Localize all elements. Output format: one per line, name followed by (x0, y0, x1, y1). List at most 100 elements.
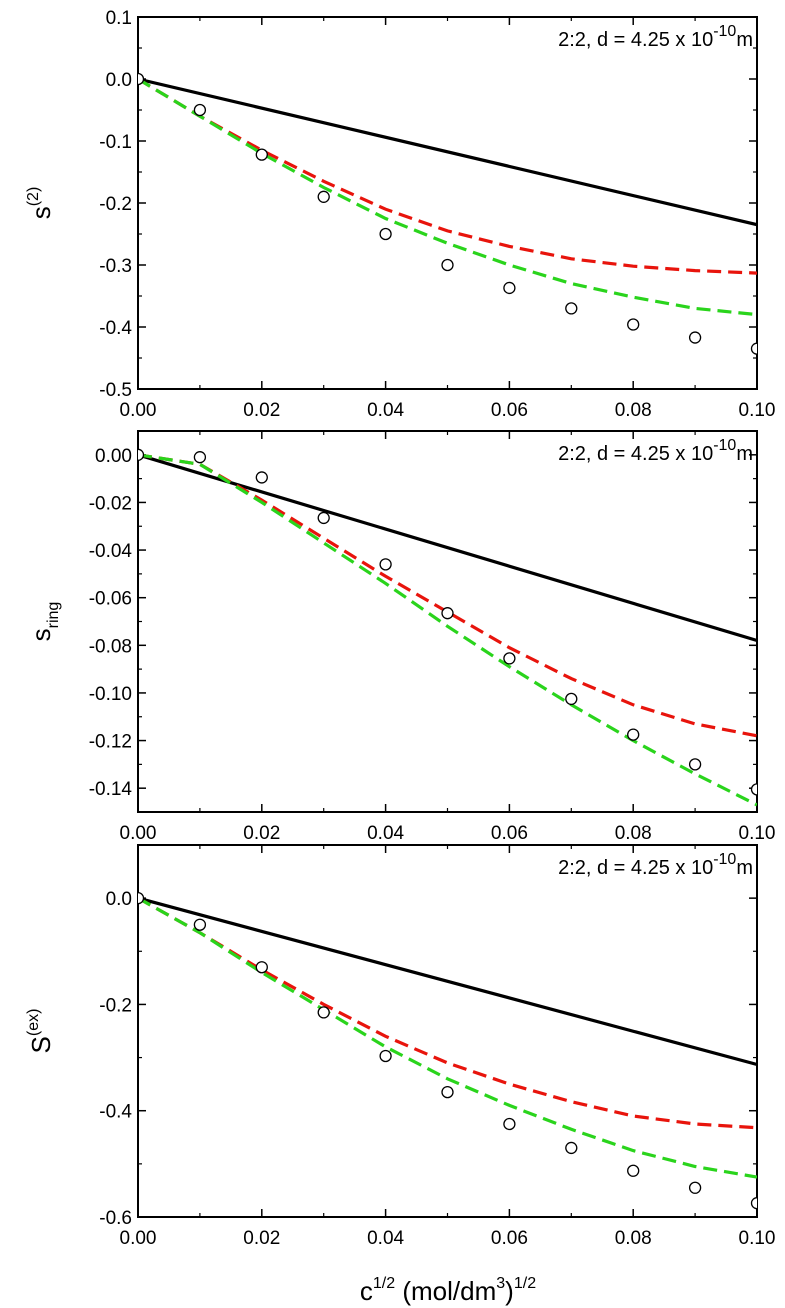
y-tick-label: -0.5 (99, 380, 132, 401)
plot-frame (137, 844, 758, 1218)
panel-annotation: 2:2, d = 4.25 x 10-10m (558, 851, 753, 879)
y-tick-label: -0.6 (99, 1208, 132, 1229)
series-group (138, 448, 757, 807)
data-point (441, 1085, 454, 1099)
y-tick-label: -0.02 (89, 493, 132, 514)
y-tick-label: 0.0 (106, 889, 132, 910)
data-point (503, 1117, 516, 1131)
data-point (750, 783, 757, 796)
x-tick-label: 0.08 (615, 1228, 652, 1249)
data-point (565, 1141, 578, 1155)
data-point (627, 728, 640, 741)
data-point (193, 918, 207, 931)
series-line-solid (138, 77, 757, 227)
data-point (750, 342, 757, 355)
data-point (441, 258, 454, 272)
y-tick-label: -0.4 (99, 1102, 132, 1123)
x-tick-label: 0.08 (615, 400, 652, 421)
data-point (503, 652, 516, 665)
y-tick-label: -0.4 (99, 318, 132, 339)
data-point (255, 148, 268, 161)
y-tick-label: -0.3 (99, 256, 132, 277)
y-tick-label: -0.10 (89, 684, 132, 705)
data-point (441, 607, 454, 620)
x-tick-label: 0.10 (739, 823, 776, 844)
series-line-solid (138, 896, 757, 1067)
chart-panel-3: 0.00 0.02 0.04 0.06 0.08 0.10 -0.6 -0.4 -0.2 0.0 2… (25, 844, 776, 1249)
y-tick-label: -0.04 (89, 541, 133, 562)
series-line-dashed-1 (138, 77, 757, 275)
panel-annotation: 2:2, d = 4.25 x 10-10m (558, 23, 753, 51)
x-tick-label: 0.08 (615, 823, 652, 844)
data-point (503, 281, 516, 295)
y-axis-label: S(ex) (25, 1009, 56, 1054)
x-tick-label: 0.06 (491, 823, 528, 844)
series-line-dashed-1 (138, 453, 757, 738)
y-tick-label: 0.0 (106, 70, 132, 91)
y-tick-label: -0.14 (89, 779, 133, 800)
x-axis-label-mid: (mol/dm (395, 1276, 496, 1306)
data-point (379, 1049, 392, 1063)
y-axis-label: sring (26, 602, 62, 642)
x-tick-label: 0.04 (367, 823, 404, 844)
data-point (565, 692, 578, 706)
y-tick-label: 0.00 (95, 446, 132, 467)
data-point (255, 471, 268, 484)
series-group (138, 72, 757, 355)
chart-panel-1: 0.00 0.02 0.04 0.06 0.08 0.10 -0.5 -0.4 -0.3 -0.2… (25, 8, 775, 421)
data-point (688, 758, 702, 771)
data-point (138, 448, 145, 461)
data-point (565, 302, 578, 315)
data-point (193, 451, 207, 464)
y-tick-label: -0.06 (89, 589, 132, 610)
x-tick-label: 0.00 (120, 823, 157, 844)
x-tick-label: 0.02 (243, 823, 280, 844)
data-point (255, 961, 268, 974)
y-axis-label: s(2) (25, 187, 56, 220)
data-point (317, 190, 330, 203)
series-line-dashed-2 (138, 77, 757, 317)
x-axis-label-close: ) (505, 1276, 514, 1306)
data-point (317, 511, 330, 525)
x-tick-label: 0.10 (739, 400, 776, 421)
series-line-dashed-2 (138, 896, 757, 1179)
x-axis-label-base: c (360, 1276, 373, 1306)
x-tick-label: 0.02 (243, 400, 280, 421)
series-line-solid (138, 453, 757, 643)
data-point (627, 1164, 640, 1177)
x-axis-label-sup1: 1/2 (373, 1275, 395, 1292)
data-point (627, 318, 640, 331)
x-tick-label: 0.10 (739, 1228, 776, 1249)
plot-frame (137, 430, 758, 813)
data-point (193, 103, 207, 117)
x-tick-label: 0.04 (367, 400, 404, 421)
data-point (379, 558, 392, 571)
data-point (688, 331, 702, 344)
x-tick-label: 0.02 (243, 1228, 280, 1249)
x-axis-label: c1/2 (mol/dm3)1/2 (360, 1275, 536, 1306)
y-tick-label: -0.2 (99, 995, 132, 1016)
data-point (688, 1181, 702, 1194)
panels: 0.00 0.02 0.04 0.06 0.08 0.10 -0.5 -0.4 -0.3 -0.2… (25, 8, 775, 1249)
data-point (138, 72, 145, 86)
y-tick-label: 0.1 (106, 8, 132, 29)
y-tick-label: -0.2 (99, 194, 132, 215)
data-point (750, 1197, 757, 1210)
data-point (138, 891, 145, 905)
y-tick-label: -0.08 (89, 636, 132, 657)
x-tick-label: 0.06 (491, 1228, 528, 1249)
x-tick-label: 0.00 (120, 400, 157, 421)
x-tick-label: 0.04 (367, 1228, 404, 1249)
panel-annotation: 2:2, d = 4.25 x 10-10m (558, 437, 753, 465)
y-tick-label: -0.12 (89, 732, 132, 753)
data-point (317, 1006, 330, 1019)
data-point (379, 227, 392, 241)
x-tick-label: 0.06 (491, 400, 528, 421)
x-axis-label-sup2: 3 (496, 1275, 505, 1292)
x-axis-label-sup3: 1/2 (514, 1275, 536, 1292)
series-line-dashed-2 (138, 453, 757, 807)
chart-panel-2: 0.00 0.02 0.04 0.06 0.08 0.10 -0.14 -0.12 -0.10 -… (26, 430, 776, 844)
y-tick-label: -0.1 (99, 132, 132, 153)
x-tick-label: 0.00 (120, 1228, 157, 1249)
